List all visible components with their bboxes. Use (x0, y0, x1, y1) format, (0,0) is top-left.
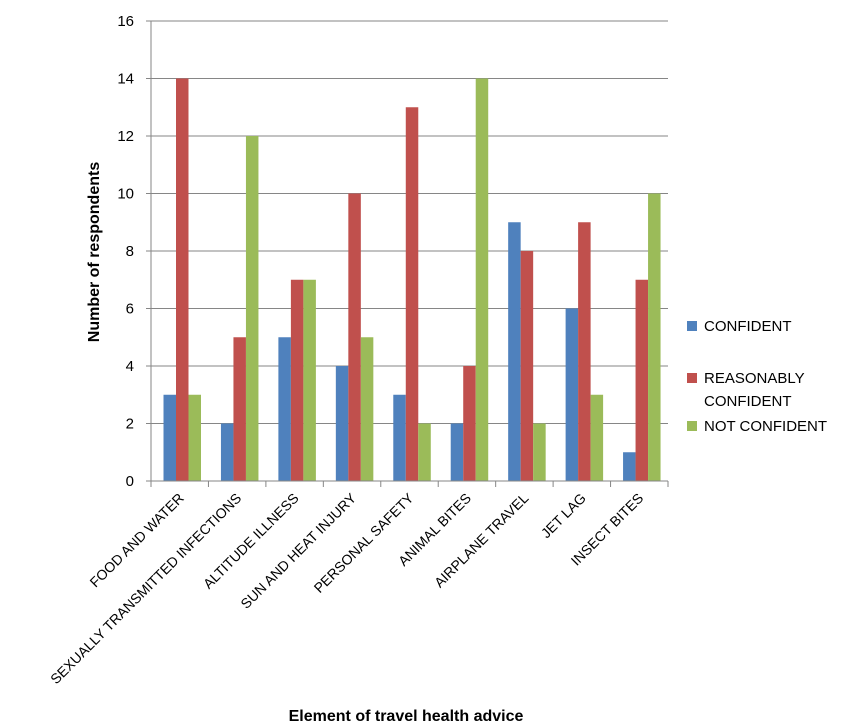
bar-not-confident-animal-bites (475, 78, 489, 481)
x-tick-label: AIRPLANE TRAVEL (431, 490, 532, 591)
x-axis-title: Element of travel health advice (289, 708, 524, 725)
bar-not-confident-airplane-travel (533, 423, 546, 481)
bars (163, 78, 661, 481)
bar-not-confident-sexually-transmitted-infections (245, 136, 259, 481)
y-tick-label: 14 (117, 71, 134, 88)
bar-confident-insect-bites (623, 452, 636, 481)
legend-label-reasonably-confident: CONFIDENT (704, 393, 792, 410)
bar-reasonably-confident-food-and-water (176, 78, 189, 481)
bar-reasonably-confident-altitude-illness (290, 279, 304, 481)
bar-confident-jet-lag (565, 308, 579, 481)
bar-not-confident-insect-bites (648, 193, 661, 481)
bar-reasonably-confident-sexually-transmitted-infections (233, 337, 246, 481)
legend-label-confident: CONFIDENT (704, 318, 792, 335)
legend-label-reasonably-confident: REASONABLY (704, 370, 805, 387)
bar-confident-airplane-travel (508, 222, 521, 481)
x-tick-label: JET LAG (538, 490, 589, 541)
y-tick-label: 6 (126, 301, 134, 318)
axes (146, 20, 669, 487)
y-tick-label: 0 (126, 473, 134, 490)
y-axis-title: Number of respondents (86, 162, 103, 343)
legend-swatch-confident (687, 321, 697, 331)
bar-confident-sexually-transmitted-infections (220, 423, 234, 481)
y-tick-label: 12 (117, 128, 134, 145)
bar-not-confident-food-and-water (188, 394, 201, 481)
bar-confident-food-and-water (163, 394, 176, 481)
y-tick-label: 8 (126, 243, 134, 260)
legend-label-not-confident: NOT CONFIDENT (704, 418, 827, 435)
bar-reasonably-confident-personal-safety (405, 107, 419, 481)
bar-not-confident-personal-safety (418, 423, 431, 481)
bar-confident-animal-bites (450, 423, 464, 481)
x-tick-label: FOOD AND WATER (86, 490, 186, 590)
x-tick-label: PERSONAL SAFETY (311, 489, 418, 596)
bar-not-confident-sun-and-heat-injury (360, 337, 374, 481)
bar-confident-altitude-illness (278, 337, 291, 481)
legend-swatch-not-confident (687, 421, 697, 431)
y-tick-label: 10 (117, 186, 134, 203)
x-tick-label: SUN AND HEAT INJURY (237, 489, 359, 611)
y-tick-label: 4 (126, 358, 134, 375)
legend: CONFIDENT REASONABLY CONFIDENT NOT CONFIDEN… (687, 318, 827, 435)
bar-not-confident-altitude-illness (303, 279, 316, 481)
x-tick-label: ALTITUDE ILLNESS (200, 490, 302, 592)
bar-confident-personal-safety (393, 394, 406, 481)
bar-reasonably-confident-animal-bites (463, 366, 476, 481)
legend-swatch-reasonably-confident (687, 373, 697, 383)
bar-reasonably-confident-sun-and-heat-injury (348, 193, 361, 481)
bar-reasonably-confident-insect-bites (635, 279, 649, 481)
bar-confident-sun-and-heat-injury (335, 366, 349, 481)
y-tick-label: 16 (117, 13, 134, 30)
y-tick-labels: 0 2 4 6 8 10 12 14 16 (117, 13, 134, 490)
y-tick-label: 2 (126, 416, 134, 433)
bar-not-confident-jet-lag (590, 394, 604, 481)
bar-reasonably-confident-airplane-travel (520, 251, 534, 481)
bar-reasonably-confident-jet-lag (578, 222, 591, 481)
